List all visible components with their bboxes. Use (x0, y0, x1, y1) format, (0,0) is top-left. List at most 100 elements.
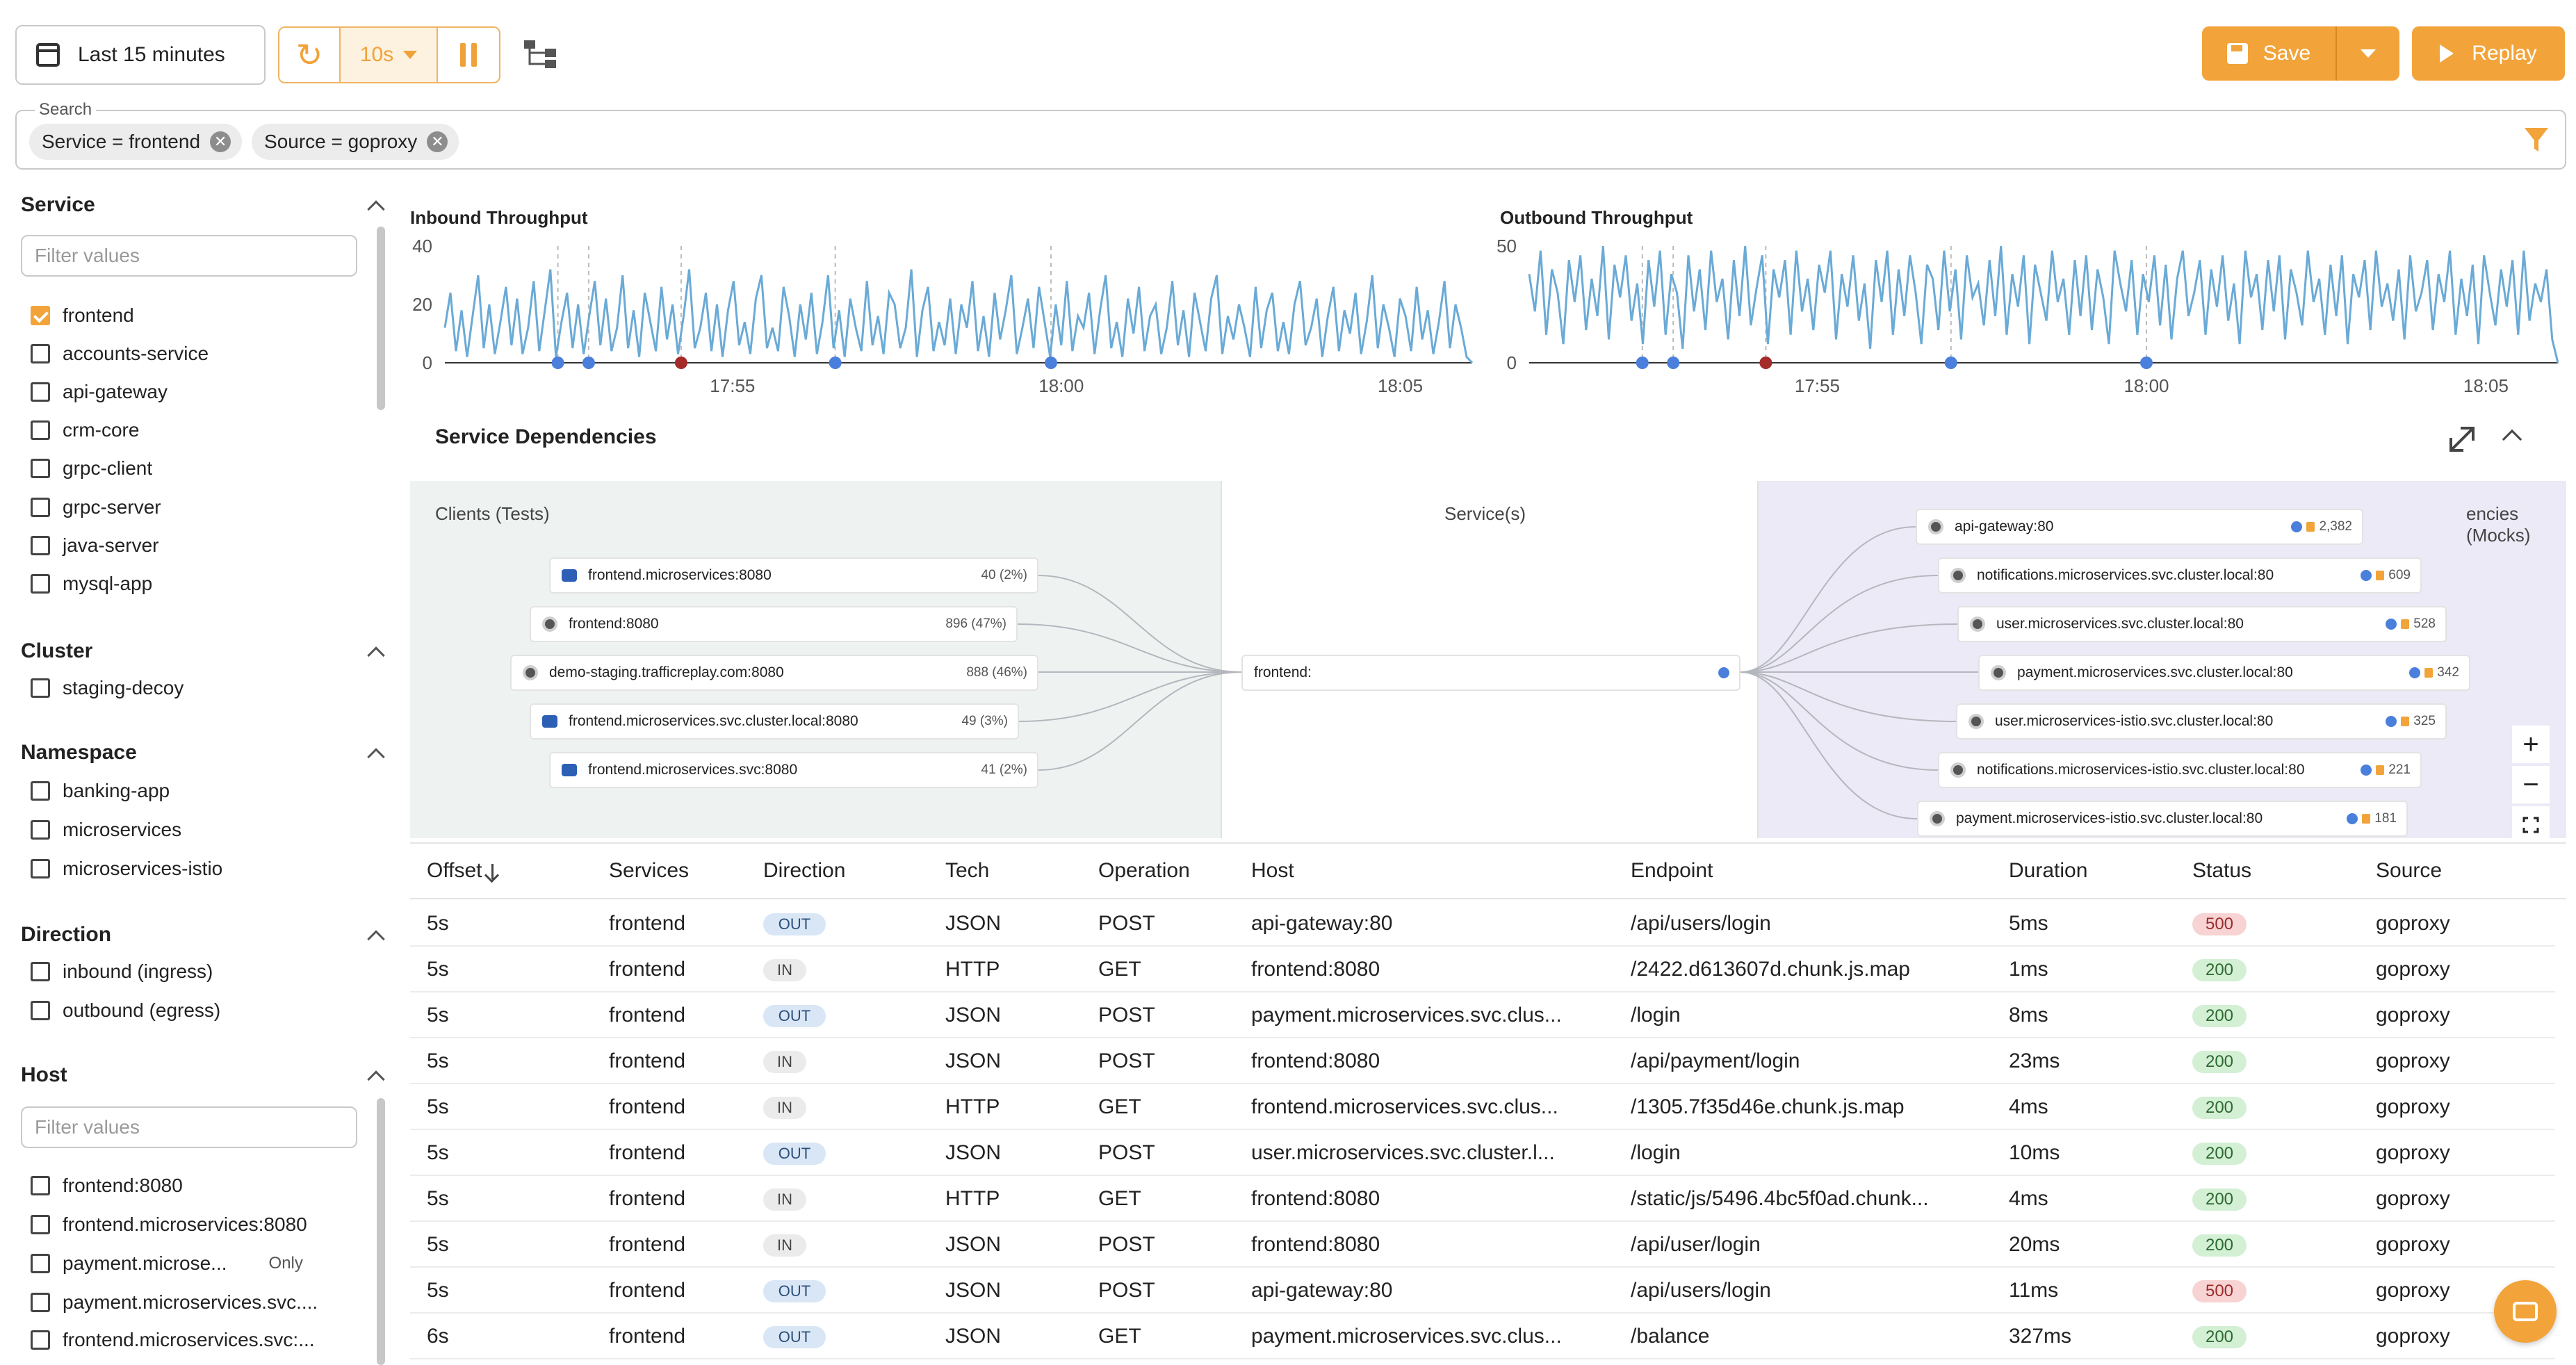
dependency-node[interactable]: api-gateway:80 2,382 (1916, 509, 2363, 545)
column-header-offset[interactable]: Offset (427, 859, 494, 883)
table-row[interactable]: 5s frontend OUT JSON POST user.microservices.… (410, 1130, 2555, 1176)
dependency-node[interactable]: payment.microservices-istio.svc.cluster.… (1917, 801, 2408, 837)
service-option[interactable]: java-server (31, 532, 158, 559)
checkbox-icon[interactable] (31, 1215, 50, 1234)
namespace-option[interactable]: microservices (31, 816, 181, 844)
checkbox-icon[interactable] (31, 382, 50, 402)
fit-view-button[interactable] (2512, 806, 2550, 838)
chevron-up-icon[interactable] (2502, 429, 2522, 450)
service-option[interactable]: api-gateway (31, 378, 168, 406)
close-icon[interactable]: ✕ (427, 131, 448, 152)
service-option[interactable]: accounts-service (31, 340, 209, 368)
client-node[interactable]: frontend:8080 896 (47%) (530, 606, 1018, 642)
table-row[interactable]: 6s frontend OUT JSON GET payment.microservice… (410, 1314, 2555, 1359)
service-filter-input[interactable]: Filter values (21, 235, 357, 277)
column-header-duration[interactable]: Duration (2009, 859, 2088, 882)
search-chip[interactable]: Source = goproxy ✕ (252, 124, 459, 160)
time-range-button[interactable]: Last 15 minutes (15, 25, 266, 85)
service-option[interactable]: crm-core (31, 416, 139, 444)
search-bar[interactable]: Search Service = frontend ✕ Source = gop… (15, 100, 2566, 170)
column-header-host[interactable]: Host (1251, 859, 1294, 882)
column-header-source[interactable]: Source (2376, 859, 2443, 882)
client-node[interactable]: frontend.microservices.svc:8080 41 (2%) (549, 752, 1038, 788)
service-node[interactable]: frontend: (1241, 655, 1741, 691)
service-list-scrollbar[interactable] (377, 227, 385, 410)
host-filter-input[interactable]: Filter values (21, 1106, 357, 1148)
chevron-up-icon[interactable] (367, 930, 385, 948)
checkbox-icon[interactable] (31, 1293, 50, 1312)
refresh-button[interactable]: ↻ (279, 28, 341, 82)
chevron-up-icon[interactable] (367, 646, 385, 664)
column-header-endpoint[interactable]: Endpoint (1631, 859, 1713, 882)
chat-button[interactable] (2494, 1280, 2557, 1343)
save-button[interactable]: Save (2202, 26, 2337, 81)
dependency-node[interactable]: payment.microservices.svc.cluster.local:… (1978, 655, 2470, 691)
column-header-direction[interactable]: Direction (763, 859, 846, 882)
service-option[interactable]: frontend (31, 302, 134, 329)
dependency-graph[interactable]: Clients (Tests) Service(s) encies (Mocks… (410, 481, 2566, 838)
sort-down-icon[interactable] (491, 864, 494, 880)
table-row[interactable]: 5s frontend IN HTTP GET frontend:8080/2422.d6… (410, 947, 2555, 992)
table-row[interactable]: 5s frontend IN JSON POST frontend:8080/api/us… (410, 1222, 2555, 1268)
client-node[interactable]: frontend.microservices:8080 40 (2%) (549, 557, 1038, 594)
filter-icon[interactable] (2523, 126, 2550, 154)
zoom-in-button[interactable]: + (2512, 726, 2550, 763)
cluster-option[interactable]: staging-decoy (31, 674, 184, 702)
save-options-button[interactable] (2337, 26, 2399, 81)
dependency-node[interactable]: user.microservices.svc.cluster.local:80 … (1957, 606, 2447, 642)
namespace-option[interactable]: banking-app (31, 777, 170, 805)
namespace-option[interactable]: microservices-istio (31, 855, 222, 883)
expand-icon[interactable] (2445, 423, 2479, 456)
direction-option[interactable]: outbound (egress) (31, 997, 220, 1024)
checkbox-icon[interactable] (31, 420, 50, 440)
only-link[interactable]: Only (268, 1254, 303, 1273)
checkbox-checked-icon[interactable] (31, 306, 50, 325)
service-option[interactable]: grpc-server (31, 493, 161, 521)
checkbox-icon[interactable] (31, 344, 50, 363)
checkbox-icon[interactable] (31, 1001, 50, 1020)
checkbox-icon[interactable] (31, 574, 50, 594)
service-option[interactable]: mysql-app (31, 570, 152, 598)
host-list-scrollbar[interactable] (377, 1098, 385, 1365)
zoom-out-button[interactable]: − (2512, 766, 2550, 803)
checkbox-icon[interactable] (31, 1176, 50, 1195)
table-row[interactable]: 5s frontend OUT JSON POST api-gateway:80/api/… (410, 901, 2555, 947)
column-header-tech[interactable]: Tech (945, 859, 990, 882)
checkbox-icon[interactable] (31, 459, 50, 478)
table-row[interactable]: 5s frontend IN JSON POST frontend:8080/api/pa… (410, 1038, 2555, 1084)
table-row[interactable]: 5s frontend IN HTTP GET frontend:8080/static/… (410, 1176, 2555, 1222)
checkbox-icon[interactable] (31, 1254, 50, 1273)
dependency-node[interactable]: notifications.microservices.svc.cluster.… (1938, 557, 2422, 594)
dependency-node[interactable]: notifications.microservices-istio.svc.cl… (1938, 752, 2422, 788)
checkbox-icon[interactable] (31, 962, 50, 981)
table-row[interactable]: 5s frontend OUT JSON POST api-gateway:80/api/… (410, 1268, 2555, 1314)
refresh-interval-select[interactable]: 10s (341, 28, 438, 82)
column-header-status[interactable]: Status (2192, 859, 2252, 882)
checkbox-icon[interactable] (31, 498, 50, 517)
topology-icon[interactable] (523, 39, 559, 70)
chevron-up-icon[interactable] (367, 200, 385, 218)
client-node[interactable]: frontend.microservices.svc.cluster.local… (530, 703, 1019, 739)
host-option[interactable]: payment.microse... Only (31, 1250, 303, 1277)
chevron-up-icon[interactable] (367, 1070, 385, 1088)
host-option[interactable]: payment.microservices.svc.... (31, 1289, 318, 1316)
checkbox-icon[interactable] (31, 859, 50, 878)
host-option[interactable]: frontend.microservices.svc:... (31, 1326, 315, 1354)
search-chip[interactable]: Service = frontend ✕ (29, 124, 243, 160)
checkbox-icon[interactable] (31, 1330, 50, 1350)
column-header-operation[interactable]: Operation (1098, 859, 1190, 882)
dependency-node[interactable]: user.microservices-istio.svc.cluster.loc… (1956, 703, 2447, 739)
outbound-throughput-chart[interactable]: 0 50 17:55 18:00 18:05 (1474, 229, 2566, 396)
checkbox-icon[interactable] (31, 820, 50, 840)
service-option[interactable]: grpc-client (31, 455, 152, 482)
column-header-services[interactable]: Services (609, 859, 690, 882)
replay-button[interactable]: Replay (2412, 26, 2565, 81)
close-icon[interactable]: ✕ (210, 131, 231, 152)
table-row[interactable]: 5s frontend IN HTTP GET frontend.microservice… (410, 1084, 2555, 1130)
checkbox-icon[interactable] (31, 678, 50, 698)
pause-button[interactable] (438, 28, 499, 82)
table-row[interactable]: 5s frontend OUT JSON POST payment.microservic… (410, 992, 2555, 1038)
host-option[interactable]: frontend:8080 (31, 1172, 183, 1200)
checkbox-icon[interactable] (31, 536, 50, 555)
chevron-up-icon[interactable] (367, 748, 385, 766)
